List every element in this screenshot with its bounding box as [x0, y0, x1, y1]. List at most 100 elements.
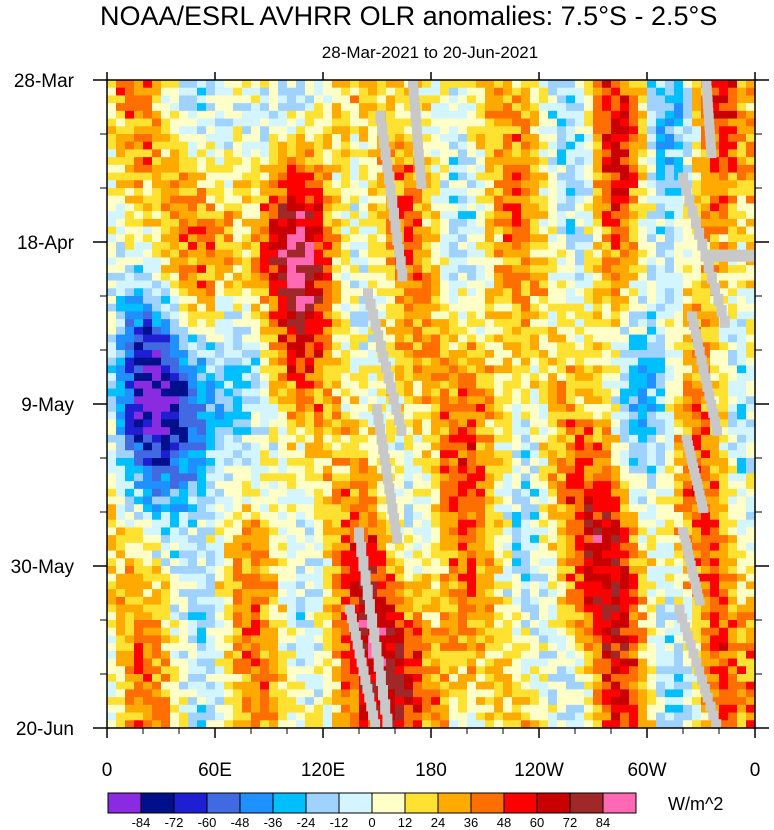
heatmap-cell — [449, 164, 459, 173]
heatmap-cell — [215, 141, 225, 150]
heatmap-cell — [746, 419, 756, 428]
heatmap-cell — [170, 164, 180, 173]
heatmap-cell — [332, 226, 342, 235]
heatmap-cell — [449, 265, 459, 274]
heatmap-cell — [152, 388, 162, 397]
heatmap-cell — [179, 226, 189, 235]
heatmap-cell — [350, 550, 360, 559]
heatmap-cell — [629, 550, 639, 559]
heatmap-cell — [656, 141, 666, 150]
heatmap-cell — [224, 512, 234, 521]
heatmap-cell — [431, 404, 441, 413]
heatmap-cell — [305, 566, 315, 575]
heatmap-cell — [647, 419, 657, 428]
heatmap-cell — [701, 434, 711, 443]
heatmap-cell — [332, 164, 342, 173]
heatmap-cell — [332, 612, 342, 621]
heatmap-cell — [476, 596, 486, 605]
heatmap-cell — [710, 481, 720, 490]
heatmap-cell — [278, 303, 288, 312]
heatmap-cell — [233, 566, 243, 575]
heatmap-cell — [611, 118, 621, 127]
heatmap-cell — [206, 110, 216, 119]
heatmap-cell — [440, 442, 450, 451]
heatmap-cell — [503, 303, 513, 312]
heatmap-cell — [215, 473, 225, 482]
heatmap-cells — [107, 80, 756, 729]
heatmap-cell — [125, 380, 135, 389]
heatmap-cell — [134, 319, 144, 328]
heatmap-cell — [665, 350, 675, 359]
heatmap-cell — [584, 164, 594, 173]
heatmap-cell — [161, 419, 171, 428]
heatmap-cell — [206, 496, 216, 505]
heatmap-cell — [629, 427, 639, 436]
heatmap-cell — [440, 566, 450, 575]
heatmap-cell — [431, 234, 441, 243]
heatmap-cell — [233, 512, 243, 521]
heatmap-cell — [116, 172, 126, 181]
heatmap-cell — [647, 396, 657, 405]
heatmap-cell — [134, 226, 144, 235]
heatmap-cell — [611, 396, 621, 405]
heatmap-cell — [584, 488, 594, 497]
heatmap-cell — [404, 365, 414, 374]
heatmap-cell — [413, 481, 423, 490]
heatmap-cell — [269, 550, 279, 559]
heatmap-cell — [566, 373, 576, 382]
heatmap-cell — [260, 80, 270, 89]
heatmap-cell — [404, 411, 414, 420]
heatmap-cell — [539, 419, 549, 428]
heatmap-cell — [665, 203, 675, 212]
heatmap-cell — [476, 249, 486, 258]
heatmap-cell — [620, 203, 630, 212]
heatmap-cell — [269, 218, 279, 227]
heatmap-cell — [449, 180, 459, 189]
heatmap-cell — [683, 581, 693, 590]
heatmap-cell — [368, 126, 378, 135]
heatmap-cell — [494, 280, 504, 289]
heatmap-cell — [431, 326, 441, 335]
heatmap-cell — [179, 473, 189, 482]
heatmap-cell — [701, 218, 711, 227]
heatmap-cell — [584, 211, 594, 220]
heatmap-cell — [746, 326, 756, 335]
heatmap-cell — [539, 334, 549, 343]
heatmap-cell — [620, 527, 630, 536]
heatmap-cell — [674, 473, 684, 482]
heatmap-cell — [233, 249, 243, 258]
heatmap-cell — [692, 265, 702, 274]
heatmap-cell — [593, 226, 603, 235]
heatmap-cell — [494, 427, 504, 436]
heatmap-cell — [269, 558, 279, 567]
heatmap-cell — [674, 365, 684, 374]
heatmap-cell — [458, 380, 468, 389]
heatmap-cell — [386, 118, 396, 127]
heatmap-cell — [674, 103, 684, 112]
heatmap-cell — [269, 519, 279, 528]
heatmap-cell — [341, 288, 351, 297]
heatmap-cell — [674, 87, 684, 96]
heatmap-cell — [233, 164, 243, 173]
heatmap-cell — [197, 488, 207, 497]
heatmap-cell — [197, 357, 207, 366]
heatmap-cell — [206, 334, 216, 343]
heatmap-cell — [422, 373, 432, 382]
heatmap-cell — [476, 519, 486, 528]
heatmap-cell — [602, 442, 612, 451]
heatmap-cell — [170, 519, 180, 528]
heatmap-cell — [224, 411, 234, 420]
heatmap-cell — [629, 504, 639, 513]
heatmap-cell — [188, 365, 198, 374]
heatmap-cell — [503, 496, 513, 505]
heatmap-cell — [494, 373, 504, 382]
heatmap-cell — [269, 226, 279, 235]
heatmap-cell — [170, 350, 180, 359]
heatmap-cell — [692, 180, 702, 189]
heatmap-cell — [575, 589, 585, 598]
heatmap-cell — [692, 419, 702, 428]
heatmap-cell — [242, 234, 252, 243]
heatmap-cell — [260, 527, 270, 536]
heatmap-cell — [332, 388, 342, 397]
heatmap-cell — [206, 172, 216, 181]
